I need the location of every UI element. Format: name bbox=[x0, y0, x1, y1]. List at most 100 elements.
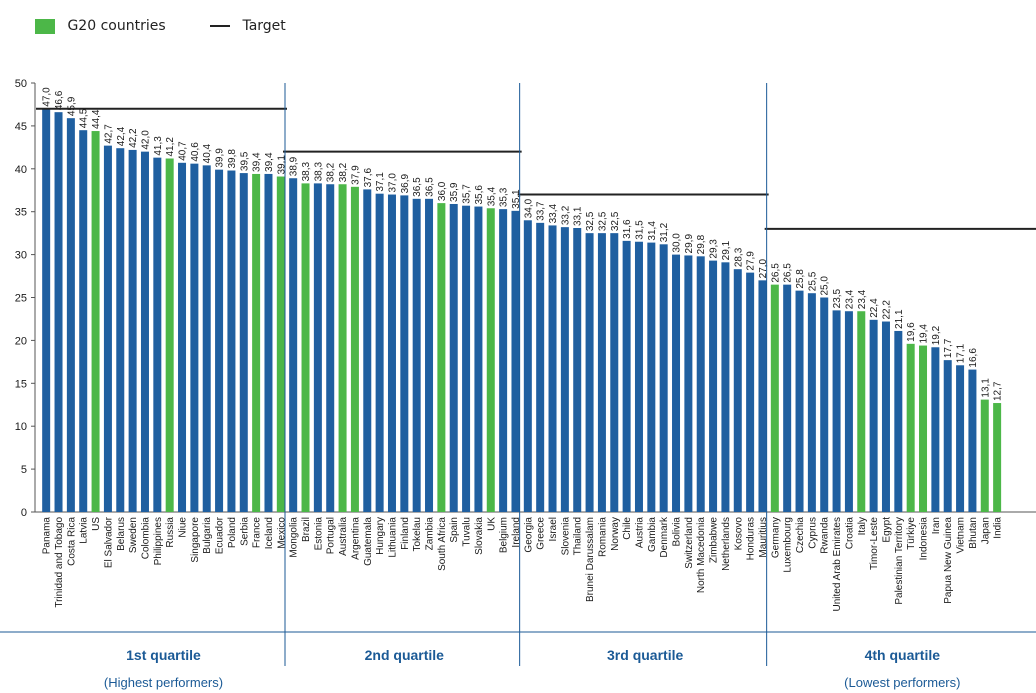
bar bbox=[560, 227, 569, 513]
bar bbox=[536, 222, 545, 512]
category-label: Egypt bbox=[881, 517, 892, 543]
value-label: 23,4 bbox=[844, 289, 855, 309]
quartile-label: 4th quartile bbox=[864, 647, 941, 663]
y-tick-label: 5 bbox=[21, 464, 27, 476]
value-label: 33,1 bbox=[573, 206, 584, 226]
value-label: 38,3 bbox=[301, 161, 312, 181]
bar bbox=[449, 203, 458, 512]
bar bbox=[79, 130, 88, 512]
value-label: 23,5 bbox=[832, 288, 843, 308]
bar bbox=[486, 208, 495, 512]
bar bbox=[758, 280, 767, 512]
bar bbox=[350, 186, 359, 512]
bar bbox=[980, 399, 989, 512]
bar bbox=[91, 131, 100, 512]
category-label: Bhutan bbox=[968, 517, 979, 549]
value-label: 34,0 bbox=[523, 198, 534, 218]
y-tick-label: 35 bbox=[15, 207, 27, 219]
bar bbox=[140, 151, 149, 512]
value-label: 29,1 bbox=[721, 240, 732, 260]
value-label: 40,7 bbox=[178, 141, 189, 161]
value-label: 35,6 bbox=[474, 185, 485, 205]
bar bbox=[462, 205, 471, 512]
bar bbox=[313, 183, 322, 513]
category-label: Australia bbox=[338, 517, 349, 556]
bar bbox=[128, 149, 137, 512]
category-label: Philippines bbox=[153, 517, 164, 565]
y-tick-label: 45 bbox=[15, 121, 27, 133]
quartile-label: 2nd quartile bbox=[364, 647, 444, 663]
category-label: Japan bbox=[980, 517, 991, 544]
bar bbox=[931, 347, 940, 512]
y-tick-label: 20 bbox=[15, 335, 27, 347]
y-tick-label: 10 bbox=[15, 421, 27, 433]
category-label: Slovenia bbox=[560, 517, 571, 556]
value-label: 12,7 bbox=[993, 381, 1004, 401]
category-label: Indonesia bbox=[919, 517, 930, 561]
value-label: 13,1 bbox=[980, 378, 991, 398]
value-label: 19,4 bbox=[919, 324, 930, 344]
category-label: El Salvador bbox=[103, 516, 114, 568]
bar bbox=[326, 184, 335, 512]
bar bbox=[721, 262, 730, 512]
quartile-label: 1st quartile bbox=[126, 647, 201, 663]
bar bbox=[227, 170, 236, 513]
value-label: 22,4 bbox=[869, 298, 880, 318]
bar bbox=[153, 157, 162, 512]
value-label: 38,9 bbox=[289, 156, 300, 176]
value-label: 40,4 bbox=[202, 143, 213, 163]
value-label: 38,2 bbox=[338, 162, 349, 182]
bar bbox=[770, 284, 779, 512]
value-label: 35,3 bbox=[499, 187, 510, 207]
category-label: Belgium bbox=[499, 517, 510, 553]
category-label: Iceland bbox=[264, 517, 275, 549]
category-label: Ecuador bbox=[215, 516, 226, 554]
bar bbox=[264, 173, 273, 512]
category-label: Iran bbox=[931, 517, 942, 534]
legend-label-target: Target bbox=[242, 18, 286, 34]
legend-line-target bbox=[210, 25, 230, 27]
value-label: 19,6 bbox=[906, 322, 917, 342]
value-label: 26,5 bbox=[770, 263, 781, 283]
category-label: Hungary bbox=[375, 517, 386, 555]
value-label: 25,0 bbox=[820, 276, 831, 296]
bar bbox=[597, 233, 606, 512]
value-label: 42,7 bbox=[103, 124, 114, 144]
bar bbox=[252, 173, 261, 512]
value-label: 33,7 bbox=[536, 201, 547, 221]
category-label: Georgia bbox=[523, 517, 534, 553]
category-label: Cyprus bbox=[807, 517, 818, 549]
bar bbox=[387, 194, 396, 513]
value-label: 35,1 bbox=[511, 189, 522, 209]
bar bbox=[857, 311, 866, 512]
value-label: 44,5 bbox=[79, 108, 90, 128]
value-label: 41,3 bbox=[153, 136, 164, 156]
value-label: 39,8 bbox=[227, 149, 238, 169]
value-label: 31,5 bbox=[634, 220, 645, 240]
value-label: 19,2 bbox=[931, 325, 942, 345]
category-label: Trinidad and Tobago bbox=[54, 517, 65, 608]
bar bbox=[573, 228, 582, 512]
category-label: Singapore bbox=[190, 517, 201, 563]
value-label: 41,2 bbox=[165, 137, 176, 157]
category-label: Costa Rica bbox=[66, 517, 77, 566]
bar bbox=[499, 209, 508, 512]
bar bbox=[906, 343, 915, 512]
bar bbox=[400, 195, 409, 512]
bar bbox=[42, 108, 51, 513]
value-label: 39,4 bbox=[264, 152, 275, 172]
y-tick-label: 0 bbox=[21, 507, 27, 519]
value-label: 38,2 bbox=[326, 162, 337, 182]
bar bbox=[647, 242, 656, 512]
y-tick-label: 50 bbox=[15, 78, 27, 90]
value-label: 39,4 bbox=[252, 152, 263, 172]
category-label: Argentina bbox=[350, 517, 361, 560]
category-label: Tuvalu bbox=[462, 517, 473, 547]
category-label: Zambia bbox=[425, 517, 436, 551]
bar bbox=[610, 233, 619, 512]
value-label: 27,0 bbox=[758, 258, 769, 278]
category-label: Honduras bbox=[746, 517, 757, 560]
value-label: 28,3 bbox=[733, 247, 744, 267]
bar bbox=[709, 260, 718, 512]
